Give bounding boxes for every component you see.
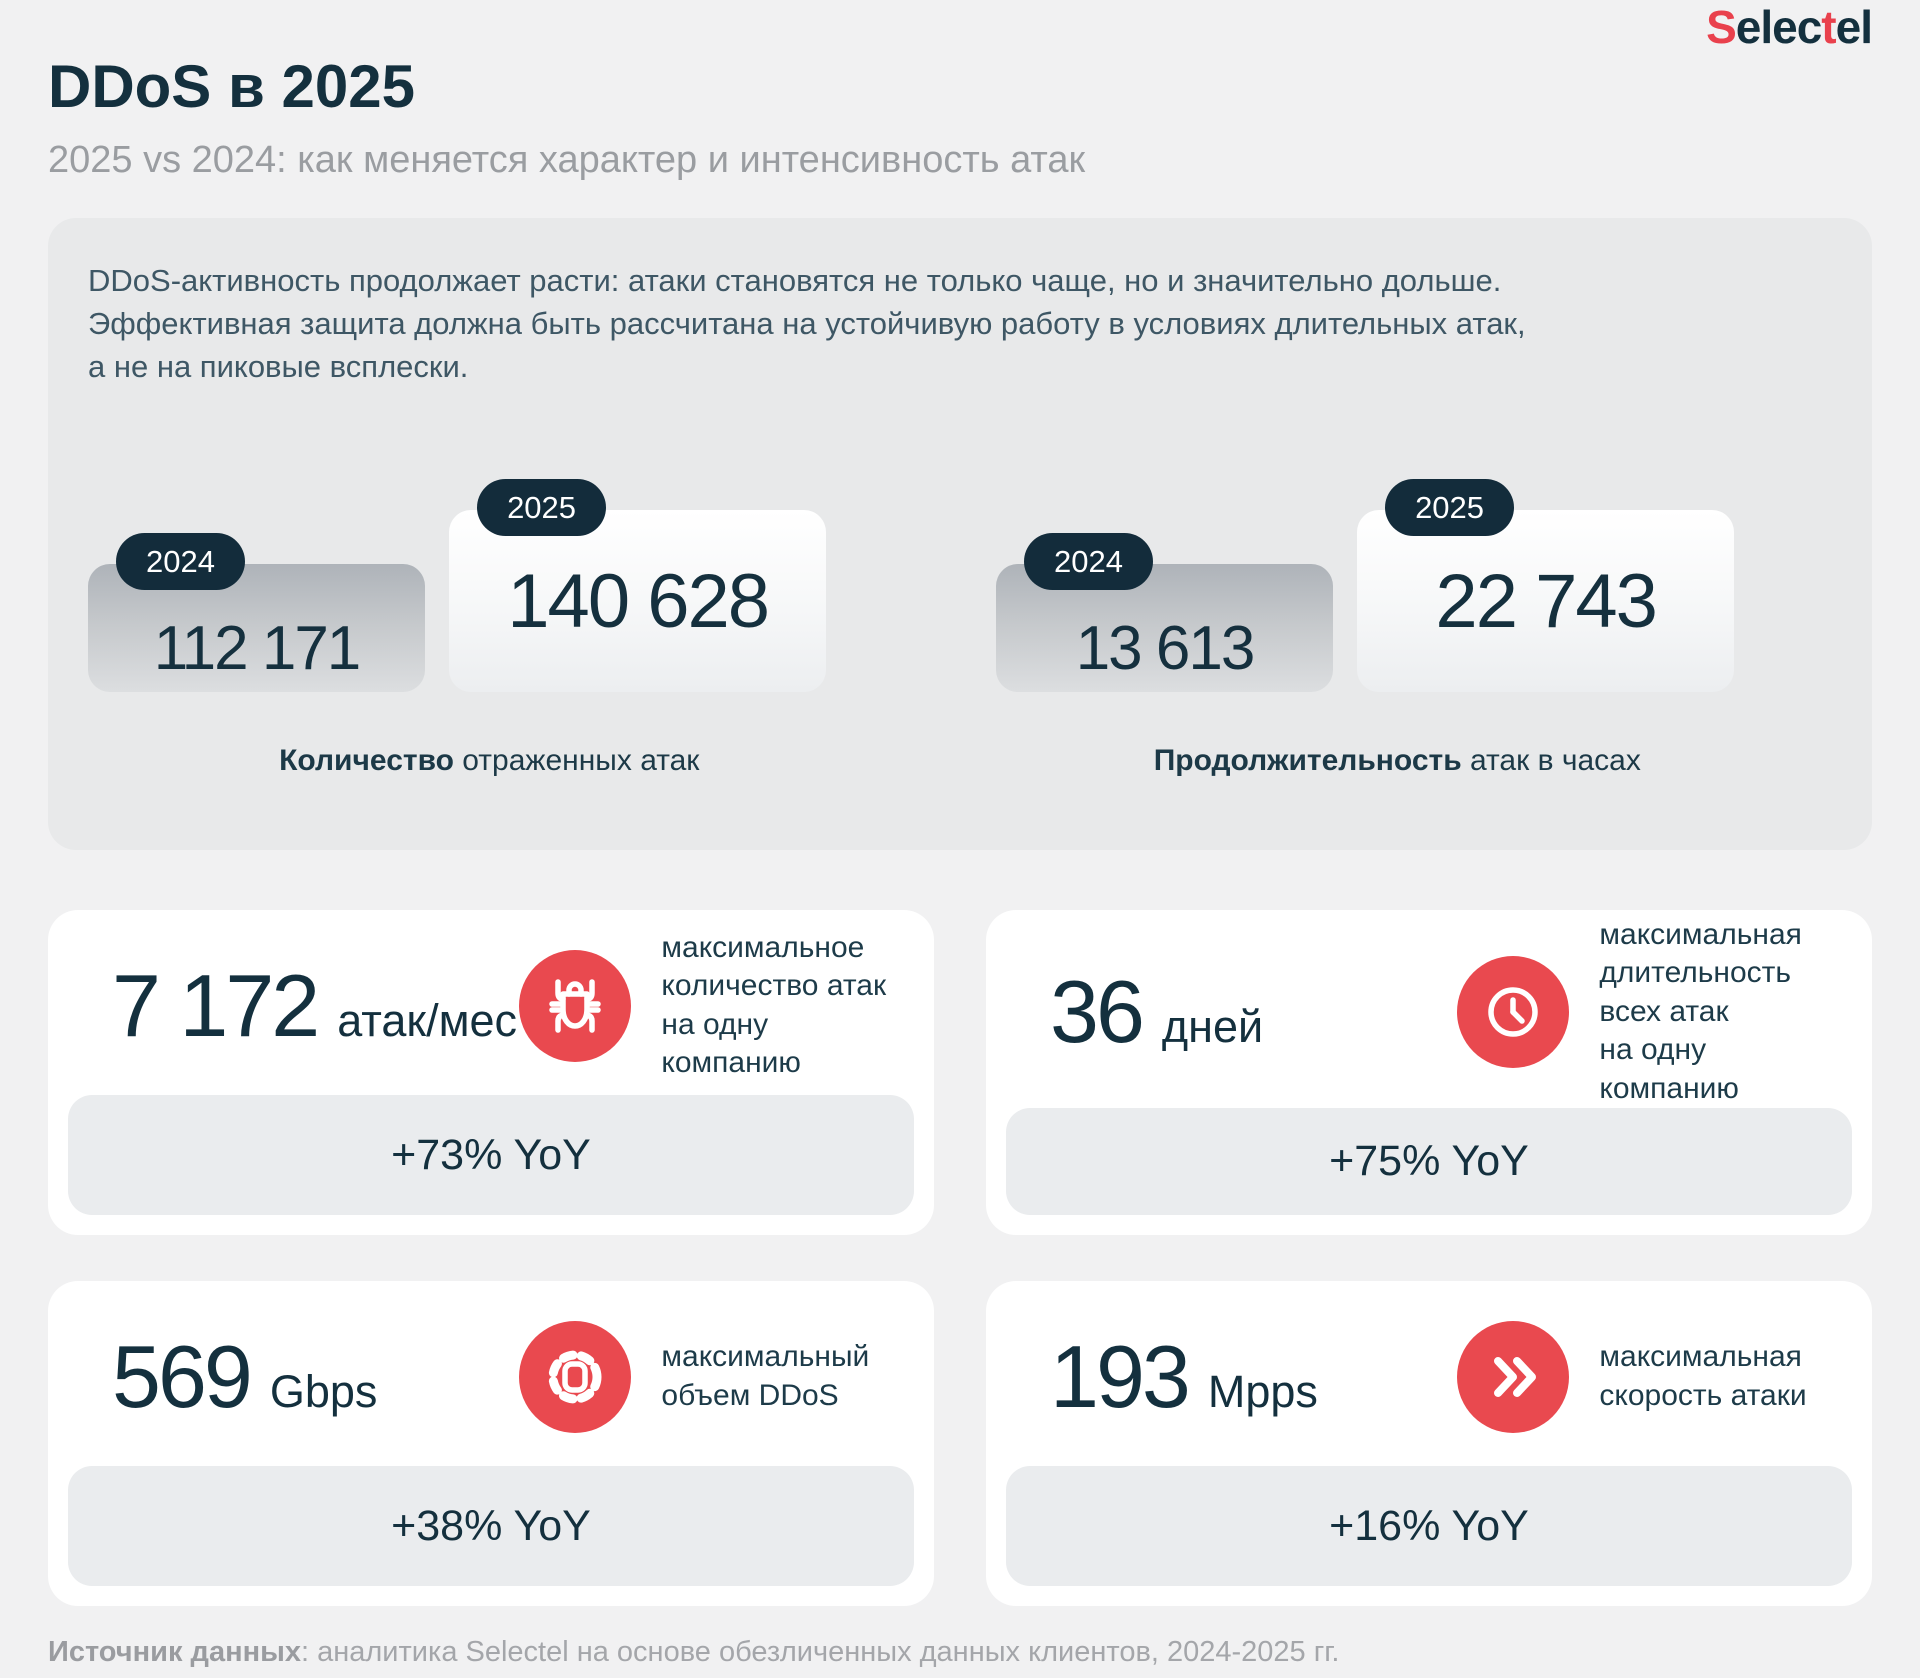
header: DDoS в 2025 2025 vs 2024: как меняется х… [48,0,1873,182]
card-top: 193 Mpps максимальная скорость атаки [1006,1281,1852,1466]
fast-forward-icon [1457,1320,1570,1433]
stat-unit: Gbps [269,1365,378,1417]
source-text: : аналитика Selectel на основе обезличен… [301,1636,1340,1668]
source-label: Источник данных [48,1636,301,1668]
stat-meta: максимальная длительность всех атак на о… [1457,916,1826,1108]
stat-cards: 7 172 атак/мес [48,910,1872,1606]
stat-label: максимальное количество атак на одну ком… [661,930,887,1079]
attacks-2024-value: 112 171 [153,614,362,684]
stat-value: 569 [112,1326,253,1426]
caption-rest: отраженных атак [453,744,700,778]
stat-value: 36 [1050,961,1145,1061]
card-max-attacks-per-month: 7 172 атак/мес [48,910,934,1235]
card-top: 36 дней максимальная длительность всех а… [1006,910,1852,1108]
year-card-2024: 2024 13 613 [996,533,1334,693]
logo-letter: t [1821,1,1836,53]
logo-letter: S [1706,1,1737,53]
yoy-badge: +75% YoY [1006,1107,1852,1215]
card-top: 7 172 атак/мес [68,910,914,1095]
card-top: 569 Gbps максимальный объем DDoS [68,1281,914,1466]
yoy-badge: +38% YoY [68,1466,914,1586]
duration-2024-value: 13 613 [1075,614,1256,684]
caption-bold: Продолжительность [1153,744,1462,778]
stat-unit: Mpps [1207,1365,1318,1417]
comparison-caption: Количество отраженных атак [88,744,891,778]
attacks-2025-value: 140 628 [507,558,770,644]
stat-unit: дней [1161,1000,1264,1052]
caption-rest: атак в часах [1461,744,1641,778]
year-card-2025: 2025 140 628 [449,479,827,693]
year-badge-2024: 2024 [116,533,245,591]
duration-2025-value: 22 743 [1435,558,1657,644]
caption-bold: Количество [279,744,454,778]
stat: 36 дней [1050,961,1263,1063]
year-comparisons: 2024 112 171 2025 140 628 Количество отр… [88,442,1832,778]
card-max-attack-duration: 36 дней максимальная длительность всех а… [986,910,1872,1235]
year-cards: 2024 112 171 2025 140 628 [88,442,891,693]
yoy-badge: +73% YoY [68,1095,914,1215]
stat: 193 Mpps [1050,1326,1318,1428]
stat-value: 7 172 [112,955,320,1055]
logo-letters: el [1835,1,1873,53]
stat-unit: атак/мес [337,994,518,1046]
data-source: Источник данных: аналитика Selectel на о… [48,1636,1872,1669]
summary-text: DDoS-активность продолжает расти: атаки … [88,263,1526,384]
yoy-badge: +16% YoY [1006,1466,1852,1586]
year-card-2025: 2025 22 743 [1357,479,1735,693]
comparison-attack-duration: 2024 13 613 2025 22 743 Продолжительност… [924,442,1832,778]
stat-value: 193 [1050,1326,1191,1426]
clock-icon [1457,955,1570,1068]
comparison-caption: Продолжительность атак в часах [996,744,1799,778]
year-card-2024: 2024 112 171 [88,533,426,693]
stat-meta: максимальная скорость атаки [1457,1320,1826,1433]
stat: 7 172 атак/мес [112,955,517,1057]
card-max-attack-speed: 193 Mpps максимальная скорость атаки +16… [986,1281,1872,1606]
page-title: DDoS в 2025 [48,53,416,120]
page-subtitle: 2025 vs 2024: как меняется характер и ин… [48,139,1086,181]
stat-label: максимальная скорость атаки [1599,1340,1807,1412]
stat-meta: максимальный объем DDoS [519,1320,888,1433]
bug-icon [519,949,632,1062]
stat: 569 Gbps [112,1326,377,1428]
stat-label: максимальный объем DDoS [661,1340,870,1412]
summary-panel: DDoS-активность продолжает расти: атаки … [48,218,1872,850]
stat-meta: максимальное количество атак на одну ком… [519,929,888,1083]
year-badge-2024: 2024 [1024,533,1153,591]
gear-icon [519,1320,632,1433]
comparison-attack-count: 2024 112 171 2025 140 628 Количество отр… [88,442,924,778]
year-cards: 2024 13 613 2025 22 743 [996,442,1799,693]
year-badge-2025: 2025 [1385,479,1515,537]
selectel-logo: Selectel [1706,0,1873,54]
year-badge-2025: 2025 [477,479,607,537]
stat-label: максимальная длительность всех атак на о… [1599,918,1802,1105]
logo-letters: elec [1735,1,1823,53]
card-max-ddos-volume: 569 Gbps максимальный объем DDoS +38% Yo… [48,1281,934,1606]
